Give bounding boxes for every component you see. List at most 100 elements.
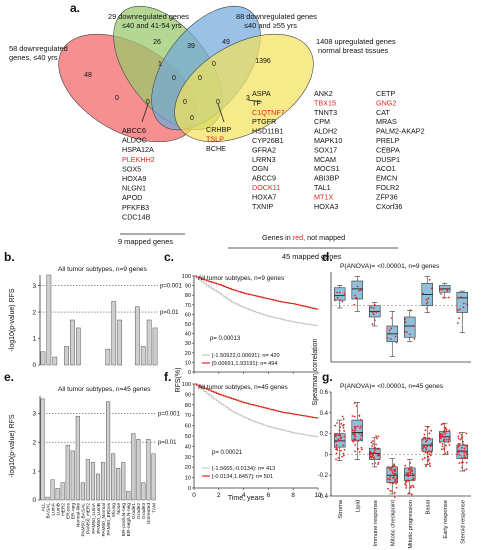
y-tick-label: 40 [185, 444, 191, 450]
data-point [466, 303, 468, 306]
data-point [458, 462, 461, 465]
data-point [372, 442, 374, 445]
venn-count: 39 [187, 43, 195, 50]
y-tick-label: 1 [32, 336, 36, 343]
data-point [458, 442, 461, 445]
data-point [409, 333, 411, 336]
gene-name: ACO1 [376, 164, 396, 173]
data-point [372, 307, 375, 309]
data-point [375, 443, 378, 446]
data-point [458, 308, 461, 311]
x-tick-label: ER-neg [71, 503, 77, 520]
x-tick-label: Steroid response [460, 500, 466, 544]
data-point [361, 432, 363, 435]
bar [75, 415, 80, 501]
bar [131, 433, 136, 501]
bar [95, 473, 101, 501]
data-point [463, 454, 466, 457]
data-point [411, 478, 414, 481]
y-tick-label: 2 [32, 439, 36, 446]
data-point [422, 446, 425, 448]
y-tick-label: 60 [185, 424, 191, 430]
data-point [396, 477, 398, 479]
data-point [395, 486, 398, 489]
data-point [372, 440, 374, 442]
data-point [340, 449, 342, 452]
data-point [391, 470, 394, 473]
data-point [409, 472, 412, 475]
x-tick-label: Basal [425, 500, 431, 515]
y-tick-label: 0 [188, 486, 191, 492]
data-point [413, 337, 416, 340]
chart-d-title: P(ANOVA)= <0.00001, n=9 genes [340, 263, 440, 270]
data-point [448, 429, 451, 432]
data-point [373, 319, 376, 322]
data-point [334, 299, 337, 302]
data-point [371, 311, 374, 314]
gene-name: HSPA12A [122, 145, 154, 154]
survival-curve [194, 383, 319, 419]
venn-label-set3-line2: normal breast tissues [318, 46, 389, 55]
data-point [351, 415, 354, 417]
gene-name: DOCK11 [252, 183, 280, 192]
bar [111, 301, 117, 366]
data-point [426, 452, 429, 454]
data-point [428, 453, 431, 456]
bar [40, 398, 45, 501]
data-point [461, 461, 464, 464]
venn-count: 48 [84, 72, 92, 79]
y-tick-label: 1 [32, 468, 36, 475]
gene-name: C1QTNF7 [252, 108, 285, 117]
data-point [430, 450, 433, 453]
venn-label-set2-line2: ≤40 and ≥55 yrs [244, 21, 297, 30]
data-point [425, 307, 428, 310]
data-point [411, 493, 413, 496]
data-point [425, 448, 428, 451]
x-tick-label: PAM50_Normal [101, 503, 107, 537]
bar [140, 346, 146, 366]
data-point [337, 434, 340, 437]
gene-name: ANK2 [314, 89, 333, 98]
data-point [389, 476, 392, 478]
data-point [461, 446, 463, 449]
data-point [387, 487, 390, 490]
data-point [392, 477, 395, 479]
data-point [335, 434, 338, 436]
x-tick-label: PAM50_HER2 [86, 503, 92, 534]
data-point [428, 432, 431, 435]
data-point [443, 448, 446, 451]
gene-name: PALM2-AKAP2 [376, 127, 425, 136]
data-point [359, 438, 362, 441]
data-point [341, 455, 343, 458]
data-point [343, 430, 346, 432]
data-point [342, 418, 345, 420]
x-tick-label: HER2 [60, 503, 66, 516]
x-tick-label: Mitotic progression [408, 500, 414, 549]
data-point [373, 304, 376, 306]
gene-name: HOXA9 [122, 174, 146, 183]
data-point [443, 439, 445, 442]
gene-name: ZFP36 [376, 192, 398, 201]
data-point [353, 433, 356, 436]
data-point [442, 431, 445, 434]
chart-e-title: All tumor subtypes, n=45 genes [58, 386, 151, 393]
data-point [357, 425, 360, 428]
data-point [446, 287, 449, 290]
data-point [439, 432, 441, 435]
y-tick-label: 3 [32, 411, 36, 418]
data-point [404, 464, 407, 467]
bar [60, 482, 65, 501]
venn-count: 0 [190, 115, 194, 122]
venn-label-set3: 1408 upregulated genes [316, 37, 396, 46]
data-point [374, 448, 376, 451]
data-point [457, 442, 460, 445]
data-point [353, 303, 356, 306]
nine-mapped-label: 9 mapped genes [118, 237, 173, 246]
gene-name: CEBPA [376, 145, 400, 154]
data-point [411, 469, 414, 472]
data-point [390, 327, 393, 330]
x-tick-label: LumB [55, 503, 61, 516]
box [456, 444, 468, 459]
chart-f-legend-2: [-0.0134,1.8457]: n= 501 [212, 474, 273, 480]
gene-name: TF [252, 98, 261, 107]
